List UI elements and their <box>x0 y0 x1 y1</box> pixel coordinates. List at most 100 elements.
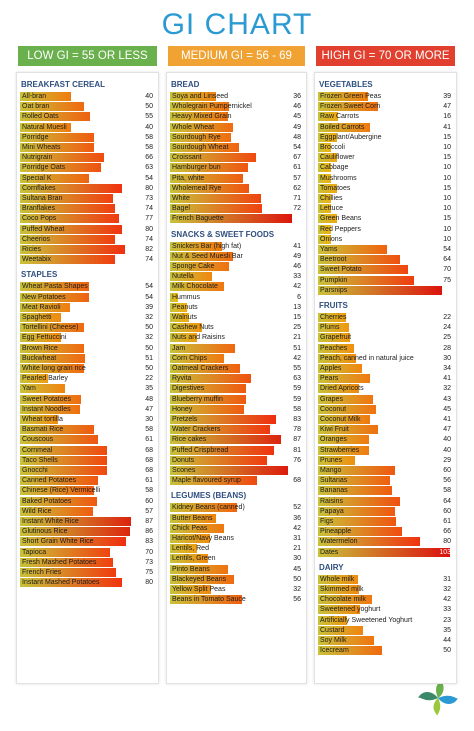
gi-value: 10 <box>443 195 451 202</box>
gi-bar <box>20 163 101 173</box>
food-name: Spaghetti <box>22 314 52 321</box>
gi-bar <box>318 595 372 605</box>
food-name: Wholegrain Pumpernickel <box>172 103 252 111</box>
gi-bar <box>170 415 277 424</box>
gi-bar <box>318 143 331 152</box>
food-name: Glutinous Rice <box>22 528 68 536</box>
gi-bar <box>20 517 132 526</box>
food-name: Custard <box>320 626 345 634</box>
gi-value: 30 <box>443 354 451 362</box>
gi-bar <box>318 435 370 445</box>
gi-bar <box>170 163 249 173</box>
food-name: Scones <box>172 467 196 474</box>
gi-bar <box>170 564 228 574</box>
gi-value: 73 <box>145 195 153 202</box>
gi-bar <box>318 102 379 112</box>
gi-bar <box>20 404 81 414</box>
gi-bar <box>318 585 359 594</box>
gi-bar <box>170 183 250 193</box>
gi-bar <box>20 143 95 152</box>
gi-bar <box>318 173 331 183</box>
food-name: Cornflakes <box>22 184 56 192</box>
gi-value: 50 <box>145 365 153 372</box>
gi-bar <box>20 394 82 404</box>
food-name: Kidney Beans (canned) <box>172 504 245 512</box>
gi-value: 54 <box>145 283 153 291</box>
food-name: Soy Milk <box>320 637 347 644</box>
gi-value: 60 <box>443 467 451 474</box>
gi-value: 33 <box>443 606 451 614</box>
gi-value: 32 <box>443 385 451 393</box>
gi-bar <box>170 574 234 584</box>
gi-bar <box>20 425 95 435</box>
gi-value: 15 <box>443 184 451 192</box>
food-name: Fresh Mashed Potatoes <box>22 558 97 566</box>
food-name: Strawberries <box>320 446 360 454</box>
gi-bar <box>20 102 84 112</box>
gi-value: 47 <box>145 405 153 413</box>
food-name: Beetroot <box>320 256 347 264</box>
food-name: Apples <box>320 365 342 372</box>
legend-item: HIGH GI = 70 OR MORE <box>316 46 455 66</box>
food-name: Skimmed milk <box>320 586 364 593</box>
food-name: Prunes <box>320 456 343 464</box>
gi-bar <box>318 285 443 295</box>
food-name: Oranges <box>320 436 347 444</box>
gi-bar <box>20 122 72 132</box>
gi-value: 42 <box>293 524 301 532</box>
gi-value: 32 <box>145 334 153 342</box>
gi-value: 15 <box>443 133 451 141</box>
food-name: Cauliflower <box>320 154 355 162</box>
food-name: Heavy Mixed Grain <box>172 113 232 121</box>
gi-value: 21 <box>293 545 301 553</box>
food-name: Instant Noodles <box>22 405 71 413</box>
gi-value: 78 <box>293 426 301 434</box>
gi-value: 42 <box>293 283 301 291</box>
gi-value: 67 <box>293 154 301 162</box>
gi-value: 50 <box>145 103 153 111</box>
food-name: Natural Muesli <box>22 123 67 131</box>
gi-bar <box>20 527 131 537</box>
food-name: Cheerios <box>22 235 51 243</box>
gi-bar <box>170 302 187 312</box>
food-name: Sweet Potatoes <box>22 395 72 403</box>
gi-value: 48 <box>145 395 153 403</box>
gi-value: 95 <box>293 215 301 223</box>
gi-value: 103 <box>439 548 451 556</box>
food-name: Digestives <box>172 385 205 393</box>
gi-bar <box>170 292 178 302</box>
gi-bar <box>170 503 237 513</box>
food-name: Corn Chips <box>172 354 208 362</box>
food-name: Wild Rice <box>22 507 52 515</box>
gi-bar <box>20 234 115 244</box>
food-name: Sourdough Wheat <box>172 144 229 151</box>
gi-bar <box>170 241 223 251</box>
gi-bar <box>318 537 421 547</box>
food-name: Pineapple <box>320 528 352 536</box>
gi-bar <box>170 374 251 384</box>
gi-bar <box>170 153 256 163</box>
gi-bar <box>318 425 379 435</box>
gi-value: 13 <box>293 303 301 311</box>
food-name: Whole Wheat <box>172 123 215 131</box>
gi-bar <box>318 394 374 404</box>
gi-value: 58 <box>145 426 153 434</box>
gi-value: 41 <box>443 375 451 383</box>
food-name: Peach, canned in natural juice <box>320 354 414 362</box>
gi-bar <box>318 265 408 275</box>
food-name: Instant White Rice <box>22 518 79 525</box>
gi-value: 71 <box>293 195 301 202</box>
food-name: Mango <box>320 467 342 474</box>
food-name: Oat bran <box>22 103 50 111</box>
gi-value: 80 <box>443 538 451 546</box>
food-name: Icecream <box>320 647 349 655</box>
food-name: Grapefruit <box>320 334 352 342</box>
gi-value: 22 <box>443 314 451 321</box>
food-name: Peaches <box>320 344 348 352</box>
gi-value: 62 <box>293 184 301 192</box>
gi-value: 10 <box>443 174 451 182</box>
gi-bar <box>20 384 65 394</box>
legend-item: LOW GI = 55 OR LESS <box>18 46 157 66</box>
food-name: Porridge Oats <box>22 164 66 172</box>
gi-value: 70 <box>443 266 451 274</box>
